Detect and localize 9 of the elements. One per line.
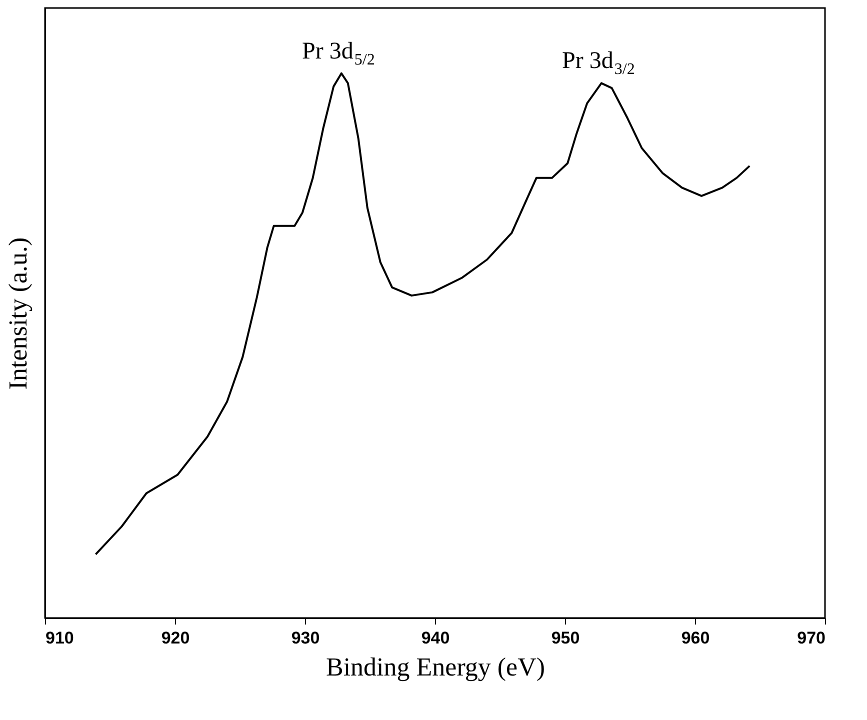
x-tick-label: 930	[291, 628, 320, 648]
x-axis-title: Binding Energy (eV)	[326, 652, 546, 682]
x-tick-label: 960	[681, 628, 710, 648]
x-tick-label: 920	[161, 628, 190, 648]
x-tick-label: 950	[551, 628, 580, 648]
x-tick-label: 940	[421, 628, 450, 648]
x-tick-label: 910	[46, 628, 74, 648]
y-axis-title: Intensity (a.u.)	[4, 237, 32, 390]
x-tick-label: 970	[797, 628, 826, 648]
